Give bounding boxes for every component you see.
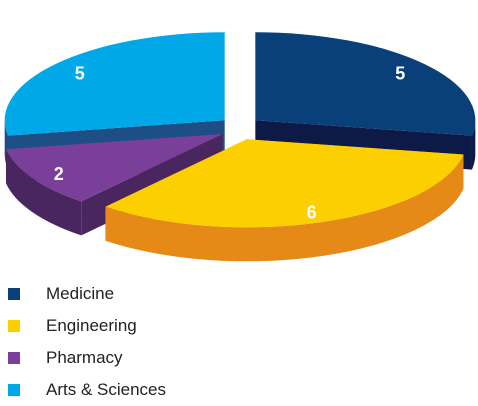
data-label-pharmacy: 2 — [54, 164, 64, 184]
legend-label-medicine: Medicine — [46, 284, 115, 303]
pie-side-engineering-outer — [105, 154, 464, 262]
legend-item-arts-sciences: Arts & Sciences — [8, 374, 166, 406]
legend-swatch-pharmacy — [8, 352, 20, 364]
legend-item-engineering: Engineering — [8, 310, 166, 342]
legend-swatch-medicine — [8, 288, 20, 300]
legend-label-pharmacy: Pharmacy — [46, 348, 123, 367]
legend-swatch-arts-sciences — [8, 384, 20, 396]
data-label-arts-and-sciences: 5 — [75, 64, 85, 84]
pie-chart: 5 6 2 5 — [4, 32, 476, 262]
pie-chart-svg: 5 6 2 5 — [4, 32, 476, 262]
legend-swatch-engineering — [8, 320, 20, 332]
pie-slice-engineering — [105, 139, 464, 228]
legend: Medicine Engineering Pharmacy Arts & Sci… — [8, 278, 166, 406]
legend-item-pharmacy: Pharmacy — [8, 342, 166, 374]
legend-label-arts-sciences: Arts & Sciences — [46, 380, 166, 399]
pie-slice-pharmacy — [6, 134, 223, 202]
pie-side-pharmacy-outer — [6, 149, 82, 236]
legend-label-engineering: Engineering — [46, 316, 137, 335]
data-label-medicine: 5 — [395, 64, 405, 84]
pie-slice-medicine — [255, 32, 476, 136]
pie-slice-arts-and-sciences — [4, 32, 225, 136]
pie-slices — [4, 32, 476, 262]
pie-side-medicine-outer — [471, 120, 476, 170]
data-label-engineering: 6 — [307, 202, 317, 222]
legend-item-medicine: Medicine — [8, 278, 166, 310]
